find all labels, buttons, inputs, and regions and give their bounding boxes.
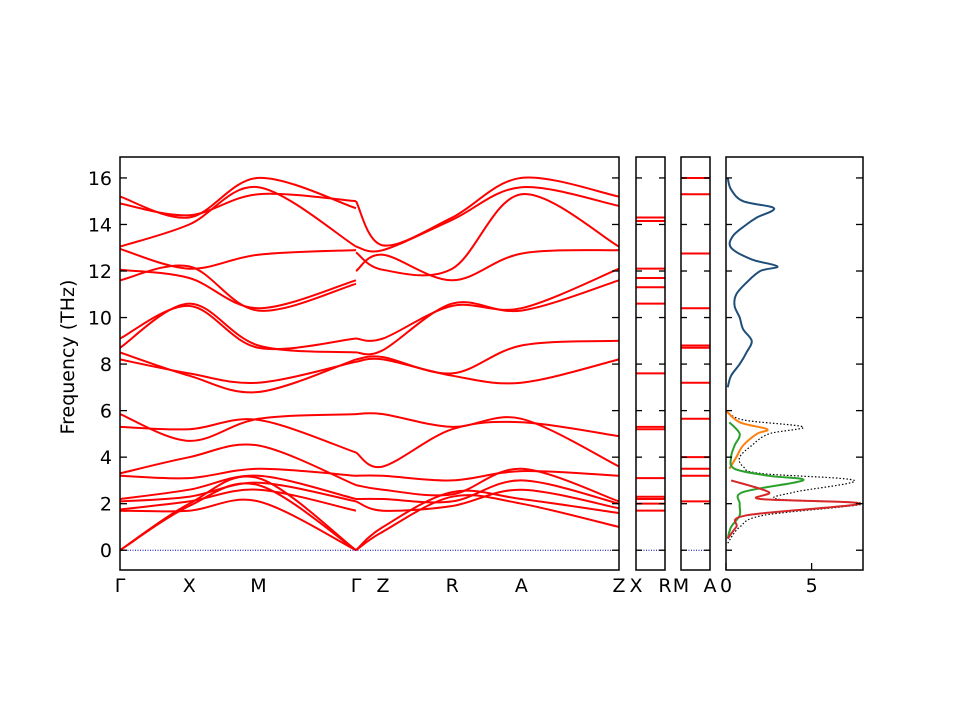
y-tick-label-16: 16: [88, 168, 112, 190]
phonon-band-34: [355, 489, 620, 551]
phonon-band-15: [119, 481, 357, 503]
x-tick-label-5: R: [446, 575, 459, 597]
y-tick-label-2: 2: [100, 494, 112, 516]
x-tick-label-XR-end: R: [658, 575, 671, 597]
dos-x-tick-label-0: 0: [720, 575, 732, 597]
phonon-band-25: [355, 279, 620, 356]
phonon-band-22: [355, 193, 620, 277]
phonon-band-31: [355, 467, 620, 503]
y-axis-label: Frequency (THz): [57, 280, 79, 435]
y-tick-label-10: 10: [88, 308, 112, 330]
phonon-band-4: [119, 268, 357, 310]
dos-partial-curve-3: [726, 479, 861, 540]
phonon-band-14: [119, 474, 357, 500]
phonon-band-20: [355, 176, 620, 247]
x-tick-label-XR-start: X: [629, 575, 642, 597]
dos-x-tick-label-5: 5: [806, 575, 818, 597]
dos-partial-curve-0: [726, 177, 779, 388]
phonon-band-8: [119, 358, 357, 385]
phonon-band-23: [355, 249, 620, 282]
phonon-band-30: [355, 470, 620, 482]
phonon-band-5: [119, 264, 357, 312]
phonon-band-6: [119, 304, 357, 351]
x-tick-label-6: A: [515, 575, 528, 597]
phonon-band-13: [119, 467, 357, 480]
phonon-band-1: [119, 192, 357, 217]
dos-total-curve: [725, 410, 864, 544]
x-tick-label-7: Z: [612, 575, 625, 597]
phonon-band-28: [355, 412, 620, 468]
y-tick-label-14: 14: [88, 214, 112, 236]
phonon-band-26: [355, 339, 620, 375]
x-tick-label-0: Γ: [115, 575, 126, 597]
phonon-band-9: [119, 351, 357, 394]
dos-partial-curve-2: [726, 421, 805, 539]
phonon-band-16: [119, 488, 357, 512]
phonon-band-33: [355, 488, 620, 512]
x-tick-label-2: M: [250, 575, 266, 597]
x-tick-label-MA-end: A: [704, 575, 717, 597]
y-tick-label-0: 0: [100, 540, 112, 562]
phonon-band-12: [119, 443, 357, 487]
phonon-band-3: [119, 247, 357, 270]
x-tick-label-3: Γ: [351, 575, 362, 597]
y-tick-label-8: 8: [100, 354, 112, 376]
phonon-band-29: [355, 420, 620, 469]
phonon-band-11: [119, 418, 357, 454]
y-tick-label-6: 6: [100, 401, 112, 423]
phonon-band-27: [355, 357, 620, 385]
y-tick-label-4: 4: [100, 447, 112, 469]
phonon-band-10: [119, 413, 357, 442]
x-tick-label-1: X: [183, 575, 196, 597]
phonon-band-19: [119, 475, 357, 552]
y-tick-label-12: 12: [88, 261, 112, 283]
phonon-band-24: [355, 267, 620, 342]
phonon-band-7: [119, 302, 357, 354]
x-tick-label-MA-start: M: [673, 575, 689, 597]
dos-partial-curve-1: [725, 409, 769, 470]
phonon-band-21: [355, 186, 620, 253]
phonon-band-2: [119, 186, 357, 248]
x-tick-label-4: Z: [376, 575, 389, 597]
phonon-band-17: [119, 498, 357, 552]
phonon-band-35: [355, 494, 620, 552]
phonon-band-32: [355, 479, 620, 505]
dos-panel-frame: [725, 156, 864, 571]
